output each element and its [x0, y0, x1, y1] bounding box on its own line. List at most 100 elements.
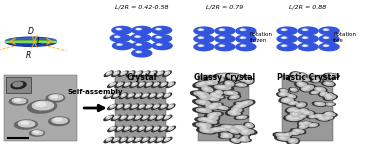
Ellipse shape [136, 44, 141, 45]
Ellipse shape [325, 112, 333, 115]
Ellipse shape [155, 71, 165, 76]
Ellipse shape [288, 95, 295, 98]
Ellipse shape [133, 93, 143, 98]
Circle shape [319, 43, 339, 51]
Ellipse shape [161, 83, 166, 86]
Ellipse shape [211, 85, 234, 91]
Ellipse shape [143, 116, 148, 119]
Ellipse shape [218, 86, 225, 88]
Ellipse shape [115, 36, 120, 38]
Ellipse shape [165, 94, 170, 97]
Ellipse shape [136, 36, 138, 37]
Ellipse shape [112, 71, 120, 76]
Ellipse shape [310, 91, 320, 94]
Ellipse shape [104, 115, 113, 121]
Ellipse shape [241, 130, 250, 135]
Ellipse shape [210, 105, 216, 107]
Ellipse shape [326, 83, 330, 84]
Ellipse shape [279, 93, 289, 95]
Ellipse shape [194, 92, 209, 96]
Ellipse shape [218, 125, 238, 130]
Ellipse shape [305, 122, 308, 123]
Ellipse shape [303, 78, 310, 81]
Ellipse shape [193, 99, 213, 106]
Ellipse shape [115, 72, 116, 73]
Ellipse shape [118, 44, 120, 45]
Ellipse shape [233, 140, 236, 141]
Ellipse shape [158, 72, 161, 73]
Ellipse shape [212, 78, 218, 80]
Ellipse shape [247, 80, 250, 82]
Ellipse shape [123, 104, 131, 110]
Text: Glassy Crystal: Glassy Crystal [194, 73, 256, 82]
Ellipse shape [316, 117, 330, 121]
Ellipse shape [225, 81, 234, 86]
Ellipse shape [229, 138, 241, 143]
Ellipse shape [301, 74, 303, 76]
Circle shape [319, 35, 339, 43]
Ellipse shape [217, 74, 230, 77]
Ellipse shape [156, 44, 162, 45]
Ellipse shape [196, 100, 210, 105]
Ellipse shape [155, 83, 157, 84]
Ellipse shape [199, 29, 201, 30]
Ellipse shape [111, 83, 113, 84]
Ellipse shape [240, 101, 253, 106]
Ellipse shape [301, 111, 313, 115]
Ellipse shape [317, 103, 321, 104]
Ellipse shape [130, 126, 138, 132]
Ellipse shape [137, 126, 146, 132]
Ellipse shape [299, 110, 315, 116]
Ellipse shape [21, 122, 29, 124]
Ellipse shape [150, 72, 155, 75]
Ellipse shape [132, 83, 137, 86]
Ellipse shape [125, 105, 127, 106]
Ellipse shape [144, 104, 154, 109]
Ellipse shape [111, 137, 121, 143]
Circle shape [215, 35, 235, 43]
Ellipse shape [277, 92, 291, 96]
Ellipse shape [107, 72, 109, 73]
Ellipse shape [292, 89, 294, 90]
Ellipse shape [114, 94, 119, 97]
Ellipse shape [235, 128, 257, 134]
Text: L/2R = 0.88: L/2R = 0.88 [290, 4, 327, 9]
Ellipse shape [135, 36, 140, 37]
Ellipse shape [311, 116, 314, 117]
Ellipse shape [240, 37, 246, 38]
Ellipse shape [14, 120, 37, 129]
Ellipse shape [291, 109, 302, 113]
Ellipse shape [193, 108, 214, 113]
Ellipse shape [110, 83, 115, 86]
Ellipse shape [136, 72, 139, 73]
Ellipse shape [327, 113, 330, 114]
Ellipse shape [324, 82, 333, 85]
Ellipse shape [323, 45, 329, 46]
Ellipse shape [122, 126, 132, 132]
Ellipse shape [121, 72, 126, 75]
Ellipse shape [282, 132, 293, 137]
Ellipse shape [129, 72, 133, 75]
Ellipse shape [238, 78, 253, 82]
Ellipse shape [203, 81, 217, 85]
Ellipse shape [241, 37, 243, 38]
Ellipse shape [193, 122, 214, 128]
Ellipse shape [158, 94, 160, 95]
Ellipse shape [215, 127, 231, 132]
Ellipse shape [298, 114, 307, 118]
Ellipse shape [140, 105, 142, 106]
Ellipse shape [211, 103, 221, 106]
Ellipse shape [299, 74, 306, 77]
Ellipse shape [297, 82, 307, 87]
Ellipse shape [166, 104, 175, 110]
Ellipse shape [197, 128, 216, 134]
Ellipse shape [209, 98, 219, 100]
Ellipse shape [241, 139, 245, 140]
Circle shape [131, 34, 150, 42]
Ellipse shape [302, 78, 311, 82]
Ellipse shape [159, 126, 168, 132]
Ellipse shape [236, 103, 248, 106]
Circle shape [215, 43, 235, 51]
Ellipse shape [295, 77, 298, 78]
Ellipse shape [221, 133, 232, 137]
